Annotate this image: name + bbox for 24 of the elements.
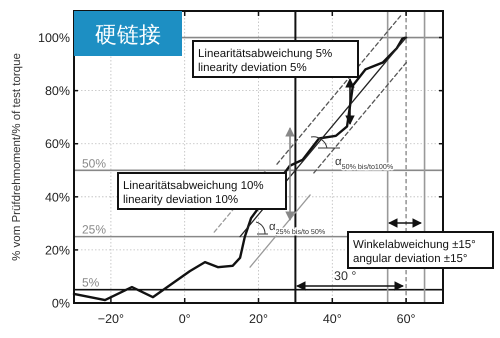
annotation: Linearitätsabweichung 10% linearity deviation 10% — [117, 172, 287, 210]
y-tick-label: 100% — [38, 31, 70, 46]
ref-line-label: 5% — [82, 276, 100, 290]
x-tick-label: 0° — [178, 312, 191, 326]
annotation: Linearitätsabweichung 10% linearity deviation 10% — [123, 180, 264, 206]
ref-line-label: 50% — [82, 156, 106, 170]
ref-line-label: 25% — [82, 222, 106, 237]
annotation: Linearitätsabweichung 5% linearity deviation 5% — [198, 48, 332, 74]
x-tick-label: 20° — [249, 312, 268, 326]
annotation: Winkelabweichung ±15° angular deviation ±15° — [347, 231, 494, 269]
x-tick-label: 60° — [396, 312, 416, 326]
x-tick-label: 40° — [322, 312, 342, 326]
y-tick-label: 0% — [52, 296, 70, 310]
y-tick-label: 20% — [44, 243, 70, 258]
y-tick-label: 80% — [44, 84, 70, 98]
annotation: Winkelabweichung ±15° angular deviation ±15° — [353, 239, 476, 265]
annotation: 30 ° — [334, 269, 356, 283]
annotation: α$_{50% bis/to100%}$ — [335, 156, 394, 171]
y-axis-title: % vom Prüfdrehmoment/% of test torque — [11, 53, 23, 261]
title: 硬链接 — [74, 11, 182, 56]
x-tick-label: −20° — [98, 312, 124, 326]
y-tick-label: 40% — [44, 190, 70, 204]
y-tick-label: 60% — [44, 137, 70, 152]
annotation: Linearitätsabweichung 5% linearity deviation 5% — [192, 40, 359, 78]
